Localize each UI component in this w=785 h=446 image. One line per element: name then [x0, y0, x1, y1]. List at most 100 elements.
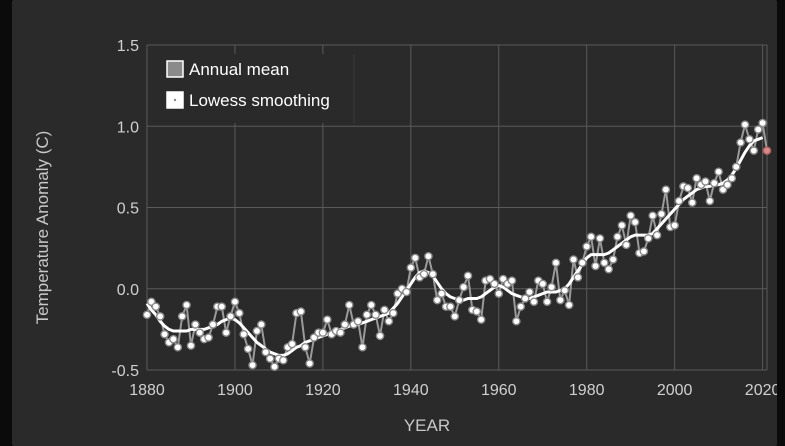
annual-mean-point — [230, 297, 240, 307]
annual-mean-swatch — [166, 60, 184, 78]
annual-mean-point — [701, 177, 710, 186]
annual-mean-point — [525, 287, 534, 297]
annual-mean-point — [446, 302, 455, 311]
annual-mean-point — [384, 316, 394, 326]
annual-mean-point — [305, 359, 314, 368]
annual-mean-point — [727, 173, 737, 183]
grid-lines — [146, 44, 768, 371]
annual-mean-point — [344, 300, 354, 310]
legend-label-lowess: Lowess smoothing — [189, 91, 330, 110]
x-tick-label: 2000 — [657, 382, 693, 399]
annual-mean-point — [450, 312, 460, 321]
annual-mean-point — [410, 253, 420, 263]
legend-label-annual: Annual mean — [189, 60, 289, 79]
annual-mean-point — [705, 196, 715, 206]
annual-mean-point — [556, 295, 565, 305]
annual-mean-point — [243, 344, 253, 354]
annual-mean-point — [714, 167, 723, 177]
annual-mean-point — [648, 211, 657, 220]
annual-mean-point — [265, 354, 275, 363]
annual-mean-point — [613, 232, 622, 242]
x-axis-title: YEAR — [404, 416, 450, 435]
axes: -0.5 0.0 0.5 1.0 1.5 1880 1900 1920 1940 1960 1980… — [111, 38, 777, 399]
y-tick-label: 1.5 — [117, 38, 139, 55]
annual-mean-point — [454, 295, 464, 305]
data-series — [142, 118, 772, 372]
annual-mean-point — [424, 251, 433, 261]
x-tick-label: 1900 — [217, 382, 253, 399]
annual-mean-point — [758, 118, 767, 128]
annual-mean-point — [160, 329, 169, 339]
temperature-anomaly-chart: -0.5 0.0 0.5 1.0 1.5 1880 1900 1920 1940 1960 1980… — [33, 38, 777, 435]
x-tick-label: 1980 — [569, 382, 605, 399]
annual-mean-point — [432, 295, 442, 305]
annual-mean-point — [375, 331, 385, 341]
annual-mean-point — [490, 279, 499, 289]
annual-mean-point — [529, 297, 539, 307]
annual-mean-point — [674, 196, 684, 206]
x-tick-label: 1960 — [481, 382, 517, 399]
legend: Annual mean Lowess smoothing — [155, 54, 357, 123]
annual-mean-point — [318, 328, 328, 337]
annual-mean-point — [296, 307, 306, 316]
y-axis-title: Temperature Anomaly (C) — [33, 131, 52, 325]
annual-mean-point — [235, 308, 244, 318]
annual-mean-point — [573, 273, 583, 282]
annual-mean-point — [437, 289, 446, 298]
annual-mean-point — [463, 271, 473, 281]
annual-mean-point — [169, 334, 178, 344]
annual-mean-point — [595, 234, 605, 243]
annual-mean-point — [608, 255, 618, 264]
annual-mean-point — [683, 183, 693, 193]
annual-mean-point — [459, 282, 468, 292]
annual-mean-point — [257, 320, 266, 329]
annual-mean-point — [380, 305, 389, 315]
annual-mean-point — [340, 320, 350, 329]
annual-mean-point — [591, 261, 600, 271]
annual-mean-point — [261, 347, 271, 357]
annual-mean-point — [564, 300, 574, 310]
annual-mean-point — [353, 316, 363, 326]
annual-mean-point — [336, 328, 345, 337]
annual-mean-point — [358, 342, 367, 352]
annual-mean-point — [226, 312, 235, 321]
annual-mean-point — [388, 308, 398, 318]
annual-mean-point — [177, 312, 187, 321]
annual-mean-point — [516, 302, 526, 311]
y-tick-label: 0.5 — [117, 201, 139, 218]
annual-mean-point — [657, 209, 666, 219]
annual-mean-point — [723, 180, 732, 190]
latest-annual-point — [762, 146, 772, 155]
annual-mean-point — [745, 134, 754, 144]
annual-mean-point — [639, 247, 649, 256]
annual-mean-point — [142, 310, 152, 320]
x-tick-label: 1920 — [305, 382, 341, 399]
annual-mean-point — [155, 312, 165, 321]
annual-mean-point — [582, 242, 592, 251]
annual-mean-point — [652, 230, 662, 240]
chart-panel: -0.5 0.0 0.5 1.0 1.5 1880 1900 1920 1940 1960 1980… — [12, 0, 777, 446]
annual-mean-point — [630, 217, 640, 227]
x-tick-label: 2020 — [745, 382, 777, 399]
annual-mean-point — [366, 300, 376, 310]
annual-mean-point — [578, 258, 587, 268]
annual-mean-point — [191, 320, 200, 329]
annual-mean-point — [512, 316, 521, 326]
annual-mean-point — [547, 282, 556, 292]
annual-mean-point — [736, 138, 745, 147]
annual-mean-point — [643, 234, 653, 243]
annual-mean-point — [569, 255, 578, 264]
annual-mean-point — [692, 173, 701, 183]
annual-mean-point — [182, 300, 191, 310]
annual-mean-point — [186, 341, 196, 350]
lowess-swatch-dot — [173, 98, 177, 102]
annual-mean-point — [173, 342, 183, 352]
annual-mean-point — [204, 333, 213, 342]
y-tick-label: 1.0 — [117, 119, 139, 136]
annual-mean-point — [195, 328, 205, 337]
annual-mean-point — [749, 146, 759, 155]
x-tick-label: 1880 — [129, 382, 165, 399]
annual-mean-point — [402, 287, 411, 297]
annual-mean-point — [287, 339, 297, 349]
annual-mean-point — [538, 279, 548, 289]
